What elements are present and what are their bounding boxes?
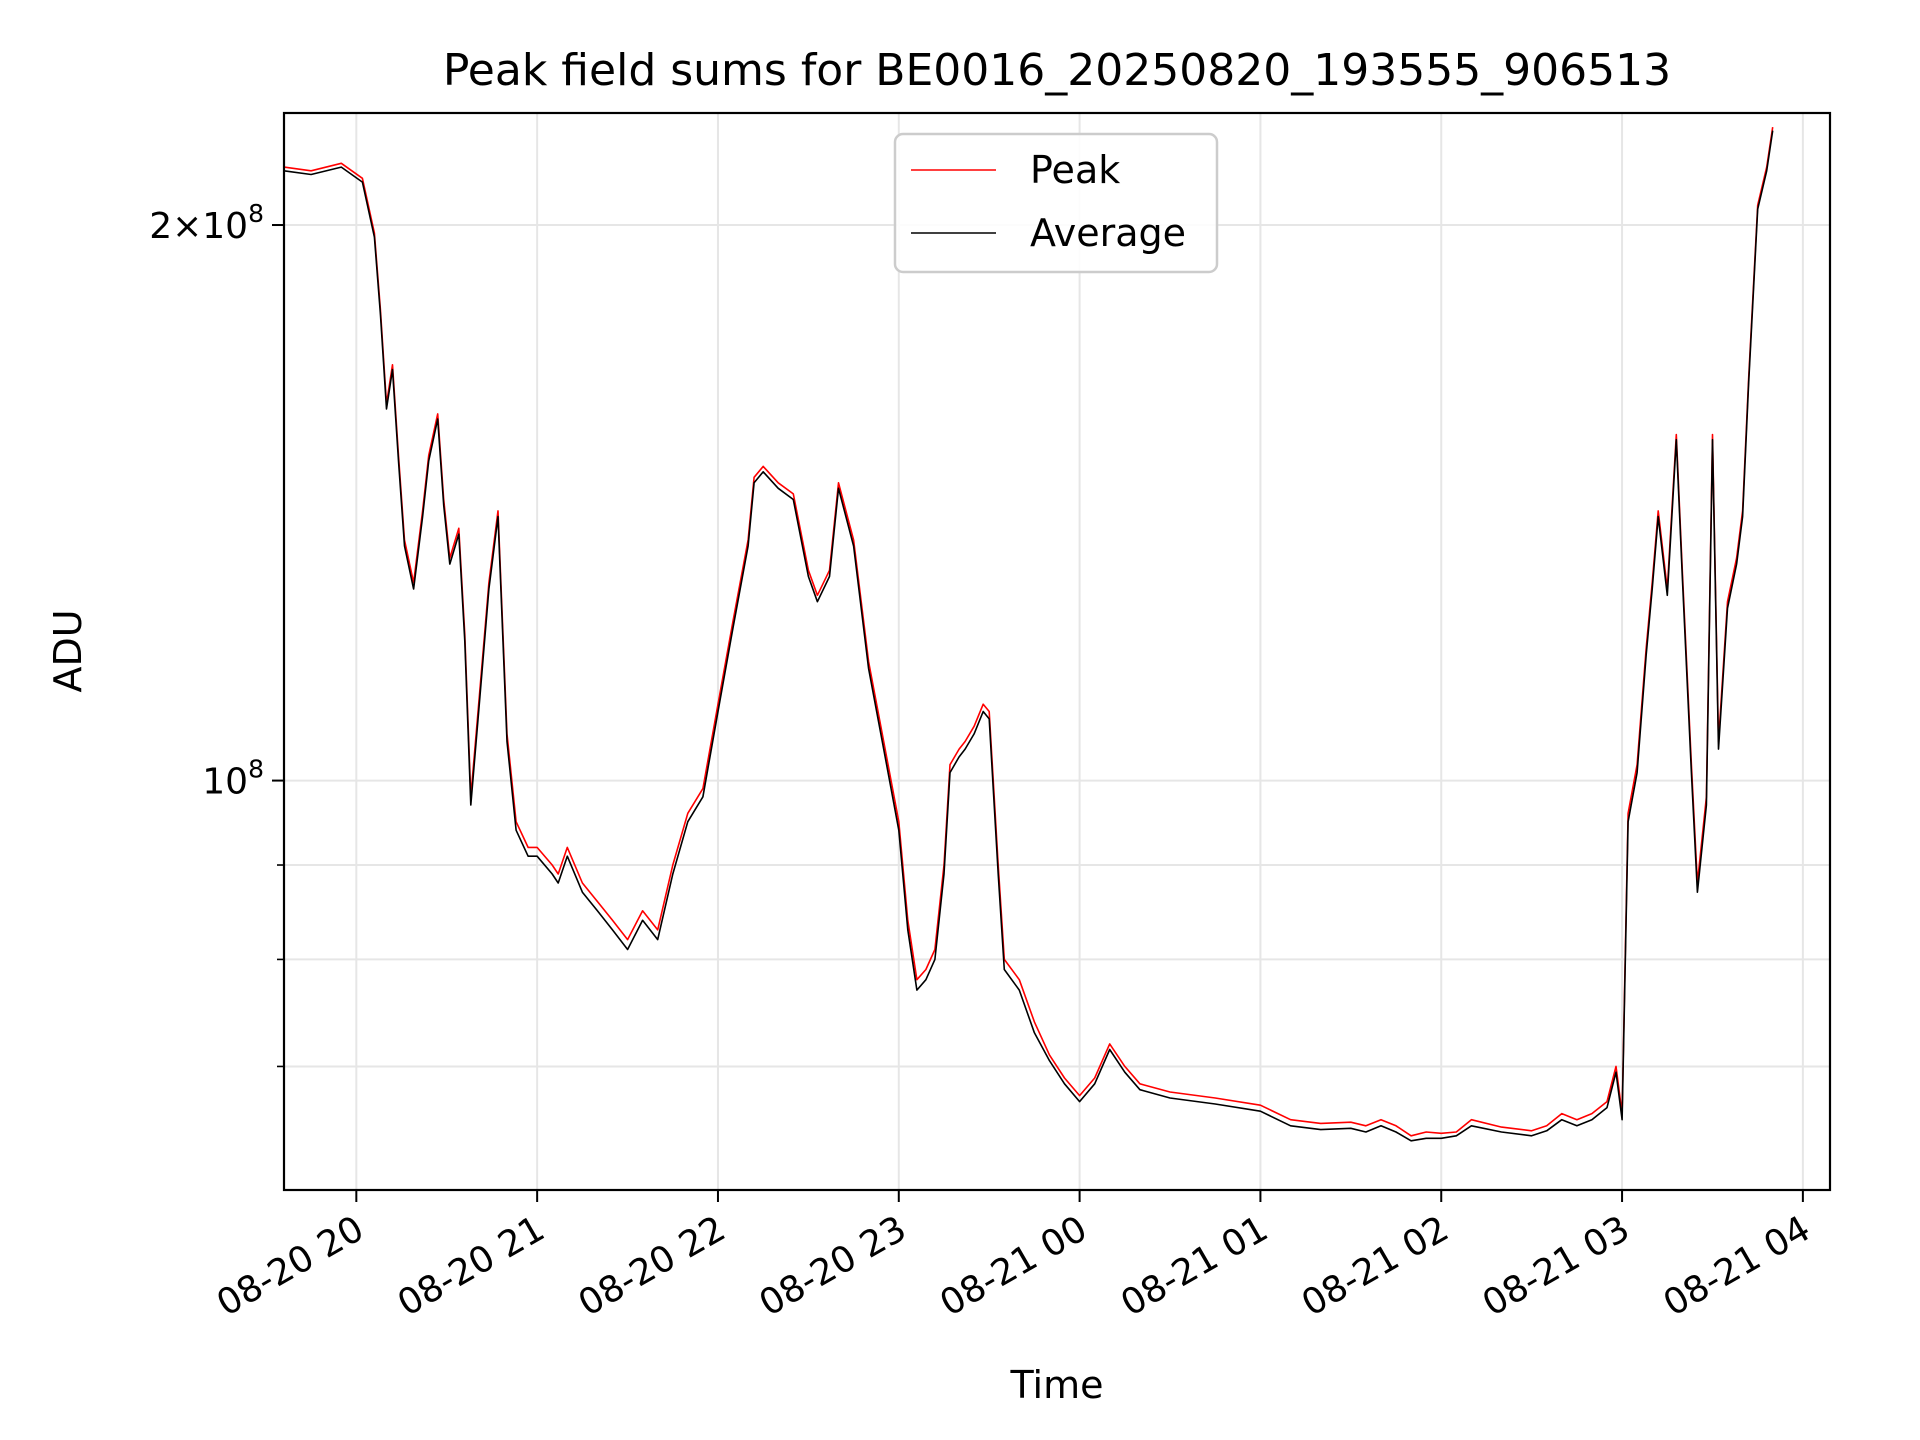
y-axis-label: ADU xyxy=(46,609,90,692)
series-layer xyxy=(283,126,1774,1142)
y-tick-label: 2×108 xyxy=(149,199,264,247)
chart-title: Peak field sums for BE0016_20250820_1935… xyxy=(443,45,1671,96)
y-tick-label: 108 xyxy=(202,755,264,803)
legend-label-peak: Peak xyxy=(1030,148,1120,192)
series-line-average xyxy=(283,130,1774,1142)
y-axis: 2×108 108 xyxy=(149,199,284,1068)
legend-box xyxy=(893,132,1219,274)
legend-label-average: Average xyxy=(1030,211,1186,255)
x-axis-label: Time xyxy=(1010,1363,1104,1407)
plot-frame xyxy=(282,111,1832,1192)
legend: Peak Average xyxy=(893,132,1219,274)
